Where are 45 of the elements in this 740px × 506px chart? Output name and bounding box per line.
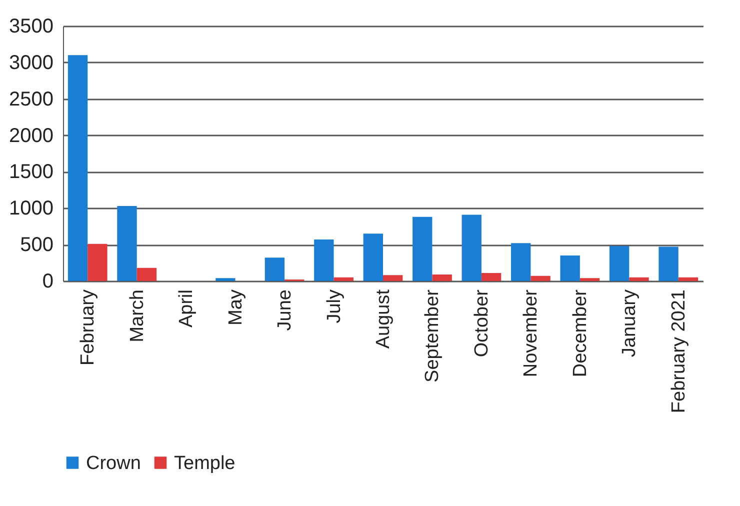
x-tick-label: November <box>520 288 542 378</box>
y-tick-label: 500 <box>20 234 54 256</box>
bar <box>88 244 108 281</box>
bar <box>117 206 137 281</box>
bar <box>264 258 285 281</box>
y-tick-label: 2500 <box>9 88 54 110</box>
y-tick-label: 1000 <box>9 198 54 220</box>
bar <box>609 246 630 281</box>
bar <box>383 275 403 281</box>
y-tick-label: 3500 <box>9 16 54 38</box>
bar <box>68 55 88 281</box>
bar <box>511 243 531 281</box>
y-tick-label: 1500 <box>9 161 54 184</box>
x-tick-label: March <box>126 290 148 342</box>
x-tick-label: December <box>570 288 591 378</box>
y-tick-label: 0 <box>42 270 54 292</box>
bar <box>363 234 383 281</box>
bar <box>334 277 354 281</box>
bar <box>136 268 157 281</box>
x-tick-label: February 2021 <box>668 290 690 414</box>
legend-label: Crown <box>86 452 141 474</box>
x-tick-label: February <box>78 289 99 366</box>
bar <box>658 246 678 281</box>
x-tick-label: April <box>176 290 198 328</box>
bar <box>314 239 334 281</box>
x-tick-label: September <box>422 288 444 382</box>
bar <box>481 272 502 281</box>
bar <box>678 277 698 281</box>
x-tick-label: May <box>225 289 246 326</box>
x-tick-label: July <box>324 289 345 324</box>
bar <box>462 214 482 281</box>
y-tick-label: 2000 <box>9 124 54 147</box>
bar <box>216 278 236 281</box>
bar <box>560 256 580 281</box>
x-tick-label: January <box>619 289 640 358</box>
bar <box>412 216 432 281</box>
legend-label: Temple <box>174 452 236 474</box>
bar <box>580 278 600 281</box>
bar <box>629 277 649 281</box>
bar <box>530 276 550 281</box>
bar <box>432 274 452 281</box>
x-tick-label: August <box>373 288 394 349</box>
y-tick-label: 3000 <box>9 52 54 74</box>
x-tick-label: June <box>274 290 296 331</box>
x-tick-label: October <box>471 288 492 358</box>
